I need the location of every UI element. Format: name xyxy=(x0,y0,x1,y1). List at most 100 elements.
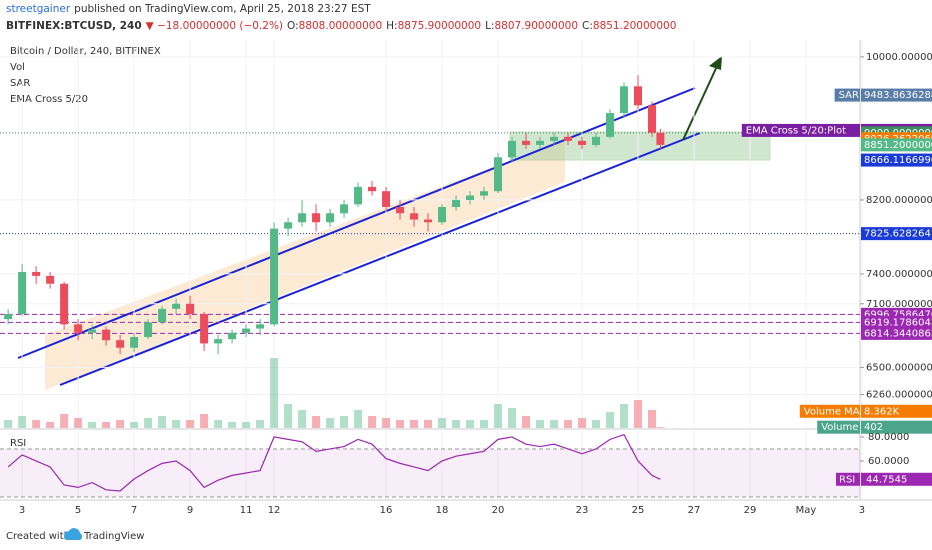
author: streetgainer xyxy=(6,3,71,15)
price-label-name: Volume MA xyxy=(804,406,860,417)
y-tick-label: 7100.00000000 xyxy=(866,299,932,310)
volume-bar xyxy=(438,418,447,428)
volume-bar xyxy=(368,416,377,428)
price-label: 7825.62826416 xyxy=(864,229,932,240)
volume-bar xyxy=(578,418,587,428)
x-tick-label: 29 xyxy=(744,505,757,516)
rsi-tick-label: 60.0000 xyxy=(868,456,909,467)
price-label-box xyxy=(861,227,932,241)
ohlc-value: 8808.00000000 xyxy=(299,20,383,32)
volume-bar xyxy=(592,420,601,428)
volume-bar xyxy=(606,412,615,428)
price-label: 8.362K xyxy=(864,406,900,417)
candle-body xyxy=(270,228,279,325)
candle-body xyxy=(60,283,69,325)
volume-bar xyxy=(242,422,251,428)
x-tick-label: 3 xyxy=(859,505,865,516)
price-label-box xyxy=(861,326,932,340)
volume-bar xyxy=(340,416,349,428)
volume-bar xyxy=(452,420,461,428)
volume-bar xyxy=(536,420,545,428)
volume-bar xyxy=(284,404,293,428)
ohlc-value: 8807.90000000 xyxy=(495,20,579,32)
candle-body xyxy=(410,213,419,220)
symbol: BITFINEX:BTCUSD, 240 xyxy=(6,20,142,32)
price-label: 402 xyxy=(864,422,883,433)
volume-bar xyxy=(620,404,629,428)
x-tick-label: 16 xyxy=(380,505,393,516)
y-tick-label: 6260.00000000 xyxy=(866,390,932,401)
candle-body xyxy=(172,303,181,309)
candle-body xyxy=(564,136,573,141)
volume-bar xyxy=(4,420,13,428)
y-tick-label: 10000.00000000 xyxy=(866,52,932,63)
volume-bar xyxy=(144,418,153,428)
change: ▼ −18.00000000 (−0.2%) xyxy=(146,20,283,32)
volume-bar xyxy=(158,416,167,428)
candle-body xyxy=(438,207,447,223)
volume-bar xyxy=(298,410,307,428)
price-label-name-box xyxy=(741,123,860,137)
candle-body xyxy=(647,105,656,133)
candle-body xyxy=(494,157,503,192)
chart-title: Bitcoin / Dollar, 240, BITFINEX xyxy=(10,46,161,57)
range-box xyxy=(45,140,565,390)
volume-bar xyxy=(550,420,559,428)
indicator-name: Vol xyxy=(10,62,25,73)
rsi-name-tag: RSI xyxy=(839,474,855,485)
candle-body xyxy=(242,328,251,333)
candle-body xyxy=(312,213,321,223)
candle-body xyxy=(158,308,167,323)
x-tick-label: 12 xyxy=(268,505,281,516)
volume-bar xyxy=(186,420,195,428)
indicator-name: EMA Cross 5/20 xyxy=(10,94,88,105)
ohlc-key: C: xyxy=(582,20,593,32)
price-label: 8851.20000000 xyxy=(864,140,932,151)
x-tick-label: May xyxy=(796,505,817,516)
volume-bar xyxy=(200,414,209,428)
candle-body xyxy=(368,186,377,192)
rsi-tick-label: 80.0000 xyxy=(868,432,909,443)
candle-body xyxy=(18,271,27,314)
volume-bar xyxy=(326,418,335,428)
publish-line: streetgainer published on TradingView.com… xyxy=(6,3,371,15)
volume-bar xyxy=(256,420,265,428)
arrow xyxy=(682,63,719,141)
candle-body xyxy=(214,339,223,344)
volume-bar xyxy=(214,420,223,428)
candle-body xyxy=(656,132,665,145)
ohlc-key: O: xyxy=(287,20,299,32)
x-tick-label: 20 xyxy=(492,505,505,516)
candle-body xyxy=(480,191,489,196)
x-tick-label: 3 xyxy=(19,505,25,516)
price-label-box xyxy=(861,315,932,329)
x-tick-label: 23 xyxy=(576,505,589,516)
price-label: 8666.11669967 xyxy=(864,155,932,166)
target-box xyxy=(509,131,771,161)
candle-body xyxy=(620,86,629,114)
volume-bar xyxy=(647,410,656,428)
volume-bar xyxy=(88,422,97,428)
candle-body xyxy=(88,329,97,333)
volume-bar xyxy=(424,420,433,428)
ohlc-key: L: xyxy=(485,20,494,32)
x-tick-label: 18 xyxy=(436,505,449,516)
volume-bar xyxy=(116,420,125,428)
price-label-name: Volume xyxy=(821,422,858,433)
volume-bar xyxy=(396,420,405,428)
candle-body xyxy=(144,322,153,338)
candle-body xyxy=(592,136,601,145)
candle-body xyxy=(256,324,265,329)
y-tick-label: 7400.00000000 xyxy=(866,269,932,280)
candle-body xyxy=(340,204,349,214)
x-tick-label: 5 xyxy=(75,505,81,516)
candle-body xyxy=(634,86,643,106)
candle-body xyxy=(46,275,55,284)
ohlc-value: 8851.20000000 xyxy=(593,20,677,32)
candle-body xyxy=(424,219,433,223)
volume-bar xyxy=(130,422,139,428)
candle-body xyxy=(200,313,209,344)
candle-body xyxy=(396,207,405,214)
candle-body xyxy=(32,271,41,276)
price-label-name: SAR xyxy=(839,90,859,101)
